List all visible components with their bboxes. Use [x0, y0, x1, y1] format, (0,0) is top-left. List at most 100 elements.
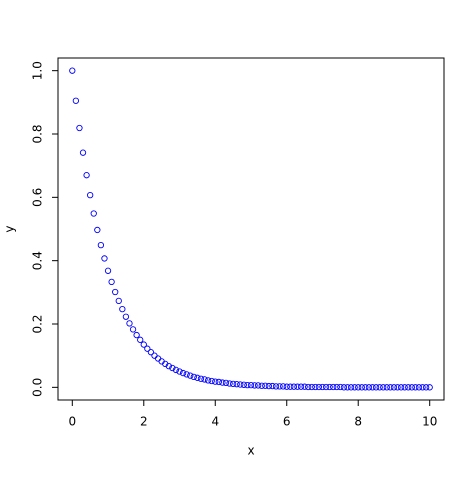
point [397, 384, 405, 391]
point [362, 384, 369, 391]
plot-box [57, 57, 445, 401]
point [422, 384, 430, 391]
point [119, 305, 126, 313]
point [229, 380, 237, 387]
point [115, 297, 122, 305]
point [165, 362, 172, 370]
point [276, 383, 283, 390]
point [140, 341, 147, 348]
point [394, 384, 401, 391]
point [222, 379, 230, 387]
point [83, 172, 90, 179]
point [194, 374, 201, 381]
point [179, 369, 187, 377]
x-axis-label: x [247, 444, 254, 458]
point [419, 384, 426, 391]
y-tick-label: 0.8 [31, 124, 45, 143]
point [355, 384, 362, 391]
point [129, 326, 137, 333]
point [154, 355, 162, 362]
point [237, 381, 244, 388]
y-tick-label: 0.2 [31, 314, 45, 333]
point [358, 384, 365, 391]
point [269, 382, 276, 390]
point [69, 67, 76, 74]
point [87, 191, 94, 199]
x-tick-label: 0 [68, 415, 76, 429]
point [369, 384, 376, 391]
point [101, 255, 108, 262]
point [104, 267, 112, 274]
y-tick-label: 0.6 [31, 188, 45, 207]
point [390, 384, 398, 391]
point [365, 384, 373, 391]
point [319, 383, 326, 391]
point [305, 383, 312, 391]
point [122, 313, 130, 320]
point [415, 384, 423, 391]
point [76, 124, 83, 132]
point [254, 382, 262, 389]
point [322, 383, 330, 391]
point [294, 383, 301, 390]
point [333, 383, 340, 391]
point [265, 382, 273, 390]
point [108, 278, 115, 286]
point [344, 384, 351, 391]
y-axis-label: y [3, 225, 17, 232]
point [72, 97, 80, 104]
point [258, 382, 265, 389]
point [262, 382, 269, 389]
point [215, 378, 222, 386]
point [315, 383, 323, 391]
point [226, 380, 233, 387]
point [412, 384, 419, 391]
point [97, 241, 105, 249]
x-tick-label: 8 [354, 415, 362, 429]
point [372, 384, 380, 391]
point [340, 384, 348, 391]
point [272, 383, 280, 390]
point [405, 384, 412, 391]
point [383, 384, 390, 391]
point [347, 384, 355, 391]
point [297, 383, 305, 390]
point [401, 384, 408, 391]
point [326, 383, 333, 391]
point [126, 320, 133, 327]
point [247, 381, 255, 389]
point [176, 368, 183, 375]
point [208, 377, 215, 385]
point [133, 331, 140, 339]
point [79, 149, 87, 156]
point [137, 336, 144, 343]
point [301, 383, 308, 390]
point [426, 384, 433, 391]
point [212, 378, 219, 385]
point [94, 226, 101, 234]
point [197, 375, 205, 382]
point [183, 371, 190, 378]
y-tick-label: 0.4 [31, 251, 45, 270]
point [251, 382, 258, 389]
point [330, 383, 337, 391]
y-tick-label: 1.0 [31, 61, 45, 80]
y-tick-label: 0.0 [31, 378, 45, 397]
point [376, 384, 383, 391]
point [387, 384, 394, 391]
point [244, 381, 251, 389]
point [172, 366, 180, 374]
point [204, 377, 212, 384]
point [287, 383, 294, 390]
point [351, 384, 358, 391]
x-tick-label: 6 [283, 415, 291, 429]
point [280, 383, 287, 390]
point [290, 383, 298, 390]
point [283, 383, 290, 390]
point [233, 381, 240, 388]
point [380, 384, 387, 391]
x-tick-label: 10 [422, 415, 437, 429]
point [187, 372, 194, 379]
point [90, 210, 97, 217]
point [169, 364, 176, 372]
